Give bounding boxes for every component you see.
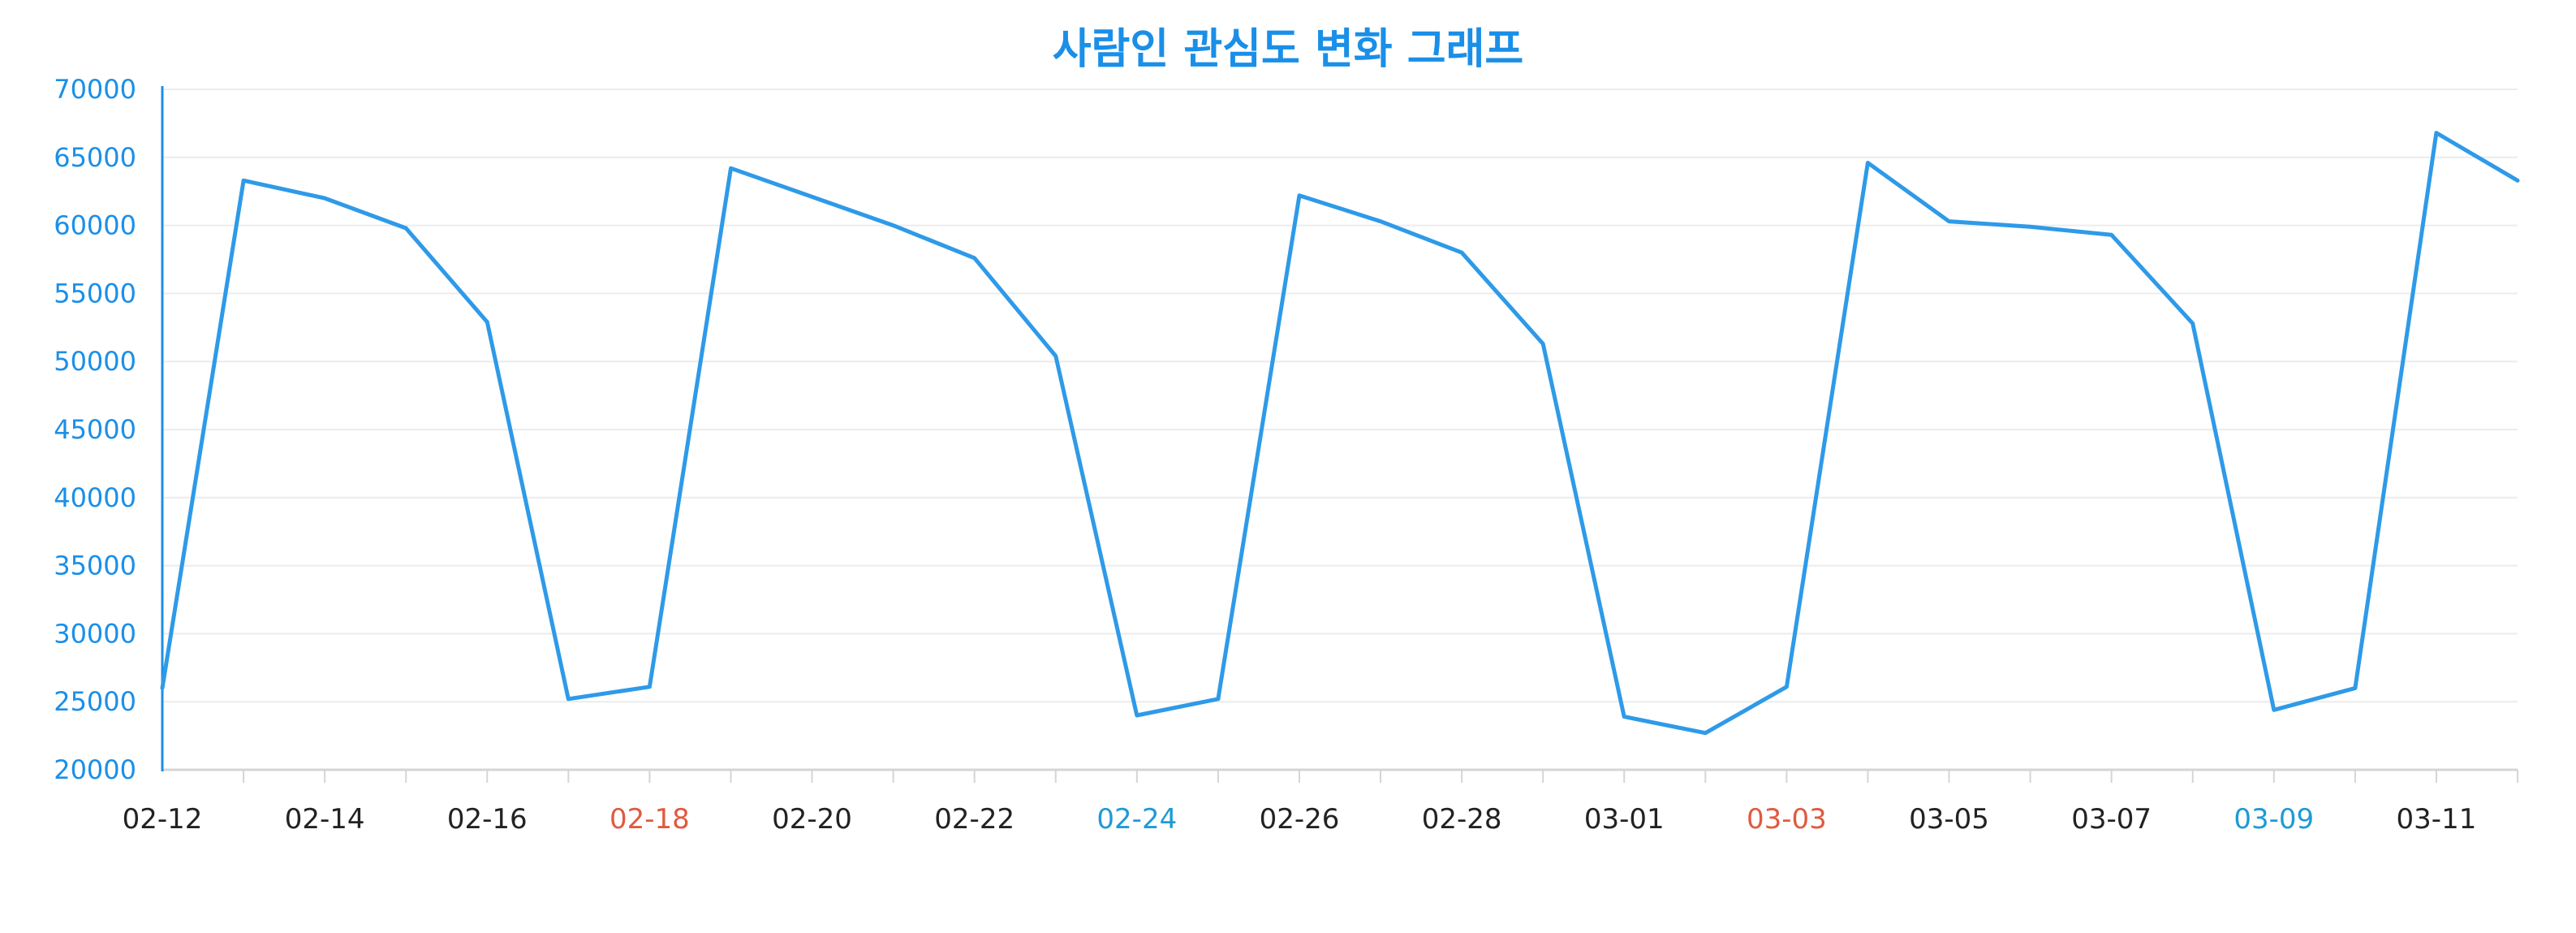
x-tick-label: 03-01 bbox=[1584, 803, 1665, 836]
y-tick-label: 20000 bbox=[54, 754, 136, 785]
axes bbox=[161, 86, 2518, 783]
x-tick-label: 03-07 bbox=[2071, 803, 2152, 836]
y-tick-label: 65000 bbox=[54, 142, 136, 173]
data-point bbox=[403, 226, 408, 231]
data-point bbox=[160, 685, 165, 690]
chart-title: 사람인 관심도 변화 그래프 bbox=[1053, 25, 1524, 74]
x-tick-label: 03-11 bbox=[2397, 803, 2477, 836]
data-point bbox=[1053, 353, 1058, 358]
data-point bbox=[647, 685, 652, 689]
data-point bbox=[1540, 341, 1545, 346]
y-tick-label: 50000 bbox=[54, 346, 136, 377]
x-tick-label: 02-20 bbox=[772, 803, 852, 836]
y-tick-label: 60000 bbox=[54, 210, 136, 241]
data-point bbox=[1297, 193, 1302, 198]
data-point bbox=[2190, 321, 2195, 326]
y-tick-label: 45000 bbox=[54, 414, 136, 445]
data-point bbox=[485, 320, 489, 325]
data-point bbox=[891, 223, 896, 228]
x-tick-label: 03-05 bbox=[1909, 803, 1989, 836]
grid-lines bbox=[162, 89, 2518, 703]
data-point bbox=[2434, 131, 2439, 136]
data-point bbox=[972, 256, 977, 261]
y-tick-label: 30000 bbox=[54, 618, 136, 649]
data-point bbox=[810, 194, 815, 199]
data-point bbox=[1865, 161, 1870, 166]
data-point bbox=[1459, 250, 1464, 255]
x-tick-label: 02-18 bbox=[610, 803, 690, 836]
x-tick-label: 02-22 bbox=[934, 803, 1014, 836]
x-tick-label: 02-16 bbox=[447, 803, 528, 836]
data-point bbox=[566, 697, 571, 702]
data-point bbox=[1216, 697, 1221, 702]
y-tick-label: 35000 bbox=[54, 551, 136, 581]
y-axis-ticks: 20000 25000 30000 35000 40000 45000 50000 55000… bbox=[54, 74, 136, 785]
series-layer bbox=[160, 131, 2520, 736]
x-tick-label: 02-26 bbox=[1260, 803, 1340, 836]
x-axis-ticks: 02-12 02-14 02-16 02-18 02-20 02-22 02-24 02-26… bbox=[123, 803, 2477, 836]
data-point bbox=[728, 166, 733, 171]
x-tick-label: 02-14 bbox=[285, 803, 365, 836]
x-tick-label: 03-09 bbox=[2234, 803, 2314, 836]
data-point bbox=[2353, 685, 2358, 690]
x-tick-label: 02-24 bbox=[1096, 803, 1177, 836]
data-point bbox=[1622, 715, 1626, 719]
y-tick-label: 70000 bbox=[54, 74, 136, 105]
data-point bbox=[1135, 713, 1139, 718]
data-point bbox=[241, 178, 246, 183]
data-point bbox=[1784, 685, 1789, 689]
x-tick-label: 02-28 bbox=[1422, 803, 1502, 836]
series-line bbox=[160, 131, 2520, 736]
data-point bbox=[322, 196, 327, 201]
data-point bbox=[2272, 707, 2277, 712]
x-tick-label: 02-12 bbox=[123, 803, 203, 836]
y-tick-label: 25000 bbox=[54, 686, 136, 717]
data-point bbox=[2028, 224, 2033, 229]
y-tick-label: 40000 bbox=[54, 482, 136, 513]
x-tick-label: 03-03 bbox=[1747, 803, 1827, 836]
data-point bbox=[1703, 731, 1708, 736]
y-tick-label: 55000 bbox=[54, 278, 136, 309]
data-point bbox=[1378, 219, 1383, 224]
data-point bbox=[1947, 219, 1952, 224]
data-point bbox=[2109, 232, 2114, 237]
data-point bbox=[2515, 178, 2520, 183]
